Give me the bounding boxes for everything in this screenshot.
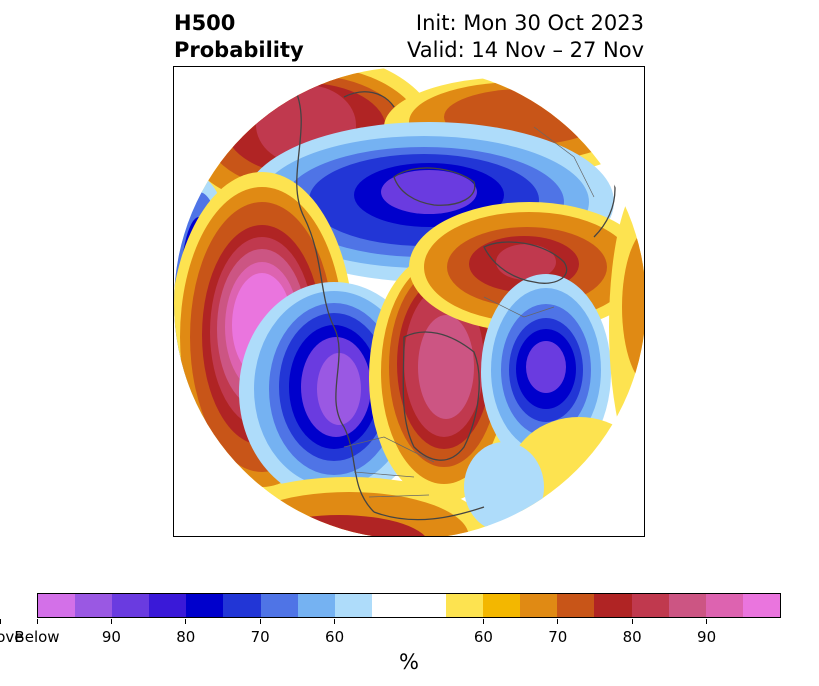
colorbar-tick xyxy=(631,619,633,624)
colorbar-tick-label: 60 xyxy=(473,628,493,646)
colorbar-segment xyxy=(334,594,372,617)
colorbar-tick-label: Below xyxy=(14,628,60,646)
borders xyxy=(343,126,595,498)
colorbar-segment xyxy=(112,594,150,617)
valid-range: Valid: 14 Nov – 27 Nov xyxy=(407,38,644,62)
colorbar-tick-label: 60 xyxy=(325,628,345,646)
colorbar-tick-label: 70 xyxy=(250,628,270,646)
colorbar-tick-label: 90 xyxy=(697,628,717,646)
colorbar-tick xyxy=(110,619,112,624)
colorbar-tick xyxy=(557,619,559,624)
colorbar-tick xyxy=(706,619,708,624)
init-date: Init: Mon 30 Oct 2023 xyxy=(415,11,644,35)
colorbar-segment xyxy=(75,594,113,617)
colorbar-unit-label: % xyxy=(399,650,419,674)
colorbar-tick xyxy=(185,619,187,624)
colorbar-segment xyxy=(520,594,558,617)
coastlines xyxy=(293,86,616,521)
colorbar-tick-label: 80 xyxy=(622,628,642,646)
colorbar-segment xyxy=(223,594,261,617)
colorbar-tick xyxy=(0,619,1,624)
colorbar xyxy=(37,593,781,618)
colorbar-segment xyxy=(149,594,187,617)
colorbar-segment xyxy=(668,594,706,617)
colorbar-segment xyxy=(742,594,780,617)
date-info: Init: Mon 30 Oct 2023 Valid: 14 Nov – 27… xyxy=(407,10,644,64)
colorbar-tick-label: 80 xyxy=(176,628,196,646)
title-line-1: H500 xyxy=(174,11,236,35)
colorbar-tick-label: 70 xyxy=(548,628,568,646)
colorbar-segment xyxy=(297,594,335,617)
colorbar-tick-label: Above xyxy=(0,628,24,646)
probability-field xyxy=(174,67,644,536)
probability-map xyxy=(174,67,644,536)
anomaly-below-east xyxy=(481,274,611,470)
colorbar-tick xyxy=(259,619,261,624)
map-panel xyxy=(173,66,645,537)
colorbar-tick xyxy=(36,619,38,624)
colorbar-segment xyxy=(371,594,447,617)
colorbar-segment xyxy=(483,594,521,617)
colorbar-segment xyxy=(260,594,298,617)
colorbar-tick-label: 90 xyxy=(101,628,121,646)
colorbar-tick xyxy=(482,619,484,624)
colorbar-segment xyxy=(38,594,76,617)
colorbar-segment xyxy=(594,594,632,617)
colorbar-segment xyxy=(446,594,484,617)
colorbar-segment xyxy=(186,594,224,617)
colorbar-segment xyxy=(557,594,595,617)
colorbar-tick xyxy=(334,619,336,624)
title-line-2: Probability xyxy=(174,38,304,62)
chart-title: H500 Probability xyxy=(174,10,304,64)
colorbar-segment xyxy=(631,594,669,617)
colorbar-segment xyxy=(705,594,743,617)
